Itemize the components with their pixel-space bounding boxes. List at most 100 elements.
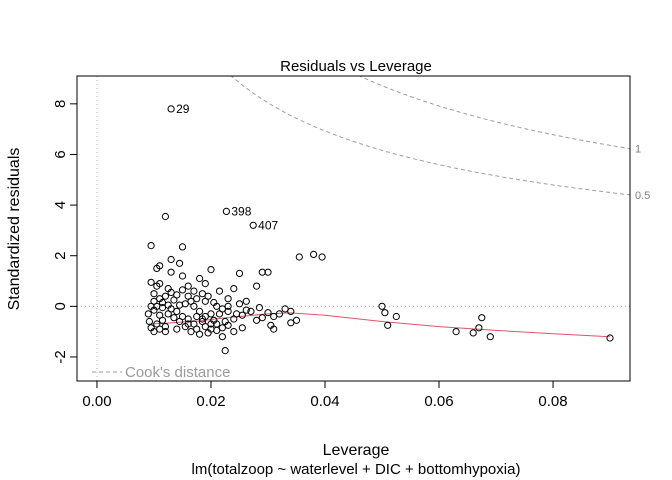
data-point: [292, 316, 301, 324]
data-point: [258, 314, 266, 322]
data-point: [167, 255, 175, 264]
data-point: [198, 290, 206, 298]
data-point: [215, 310, 224, 318]
data-point: [144, 310, 152, 318]
data-point: [147, 324, 155, 332]
data-point: [478, 314, 486, 322]
data-point: [224, 307, 232, 315]
data-point: [164, 301, 172, 309]
data-point: [287, 319, 295, 327]
y-tick-label: 4: [52, 201, 69, 209]
data-point: [475, 324, 483, 332]
y-tick-label: 8: [52, 100, 69, 108]
data-point: [167, 105, 175, 113]
data-point: [170, 314, 178, 322]
data-point: [221, 317, 229, 326]
data-point: [184, 320, 192, 328]
data-point: [224, 302, 232, 310]
x-tick-label: 0.02: [196, 393, 225, 410]
data-point: [178, 272, 187, 280]
data-point: [318, 253, 326, 261]
data-point: [164, 310, 172, 318]
data-point: [606, 334, 614, 342]
data-point: [218, 324, 226, 332]
x-tick-label: 0.04: [310, 393, 339, 410]
data-point: [238, 324, 246, 332]
cooks-contour-label-1: 1: [635, 144, 641, 156]
data-point: [176, 259, 184, 267]
data-point: [264, 268, 272, 276]
data-point: [381, 309, 389, 317]
data-point: [249, 221, 257, 229]
data-point: [264, 309, 272, 317]
data-point: [190, 287, 198, 295]
model-subtitle: lm(totalzoop ~ waterlevel + DIC + bottom…: [192, 461, 521, 478]
data-point: [161, 323, 169, 331]
data-point: [295, 253, 303, 261]
data-point: [392, 312, 400, 321]
data-point: [161, 328, 169, 336]
data-point: [230, 285, 238, 293]
data-point: [486, 333, 494, 341]
data-point: [222, 207, 230, 215]
data-point: [253, 282, 261, 290]
data-point: [255, 304, 263, 312]
cooks-contour-label-0.5: 0.5: [635, 190, 650, 202]
x-axis: 0.00 0.02 0.04 0.06 0.08: [82, 380, 568, 410]
data-point: [147, 278, 155, 286]
data-point: [213, 326, 221, 334]
data-point: [270, 312, 278, 321]
data-point: [207, 310, 215, 318]
data-point: [184, 292, 192, 300]
x-tick-label: 0.08: [538, 393, 567, 410]
y-tick-label: 6: [52, 150, 69, 158]
data-point: [281, 305, 289, 313]
cooks-legend-label: Cook's distance: [125, 364, 230, 381]
data-point: [193, 295, 201, 303]
data-point: [161, 212, 169, 221]
cooks-contour-0.5: [230, 76, 630, 196]
data-point: [378, 302, 386, 310]
data-point: [187, 328, 195, 336]
data-point: [176, 301, 184, 309]
data-point: [164, 285, 172, 293]
data-point: [221, 347, 229, 355]
y-tick-label: 0: [52, 302, 69, 310]
data-point: [247, 307, 255, 315]
data-point: [190, 302, 198, 310]
data-point: [452, 328, 460, 336]
data-point: [190, 320, 198, 328]
x-tick-label: 0.06: [424, 393, 453, 410]
data-point: [242, 306, 250, 314]
data-point: [233, 310, 241, 318]
data-point: [178, 286, 187, 294]
data-point: [161, 292, 169, 300]
data-point: [178, 243, 187, 251]
cooks-distance-contours: [230, 76, 630, 196]
data-point: [270, 325, 278, 333]
data-point: [235, 300, 244, 308]
data-point: [224, 295, 232, 303]
data-point: [204, 292, 212, 300]
plot-box: [76, 75, 631, 382]
data-point: [147, 242, 155, 250]
data-point: [204, 329, 212, 337]
data-point: [173, 325, 181, 333]
data-point: [156, 280, 164, 288]
data-point: [167, 268, 175, 276]
point-labels: 29 398 407: [176, 102, 278, 232]
data-point: [469, 329, 477, 337]
data-point: [173, 307, 181, 315]
data-point: [193, 312, 201, 321]
data-point: [210, 298, 218, 307]
data-point: [218, 333, 226, 341]
data-point: [153, 264, 161, 272]
data-point: [242, 297, 250, 305]
data-point: [156, 311, 164, 319]
data-point: [196, 274, 204, 283]
y-axis-label: Standardized residuals: [6, 148, 23, 311]
data-point: [235, 269, 244, 277]
data-point: [253, 316, 261, 324]
data-point: [310, 250, 318, 258]
